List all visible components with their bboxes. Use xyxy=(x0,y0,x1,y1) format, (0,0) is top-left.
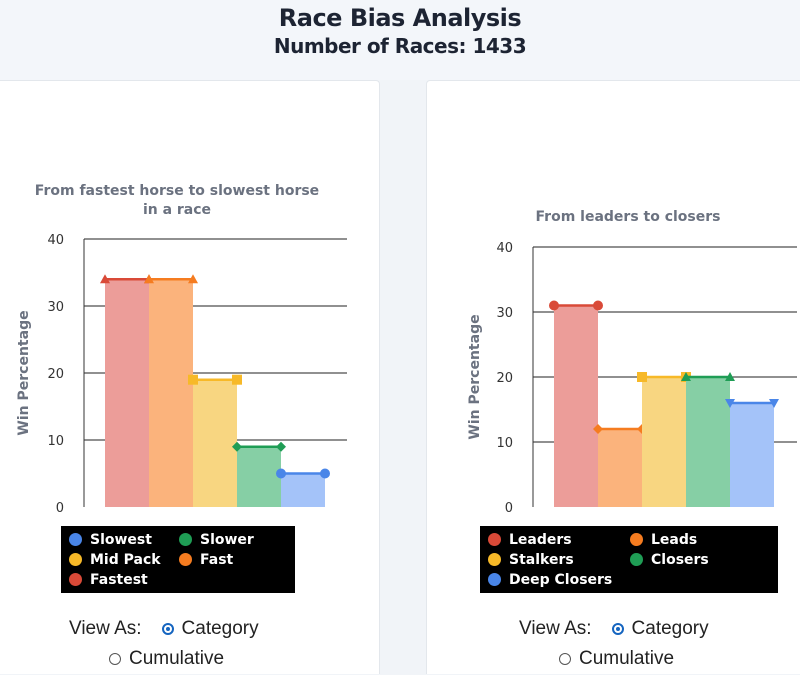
y-tick-label: 10 xyxy=(47,434,64,449)
y-axis-label: Win Percentage xyxy=(16,310,32,435)
page-header: Race Bias Analysis Number of Races: 1433 xyxy=(0,0,800,80)
legend-label: Leaders xyxy=(509,531,572,548)
bar-marker xyxy=(549,300,559,311)
legend-label: Stalkers xyxy=(509,551,574,568)
legend-dot-icon xyxy=(69,573,82,586)
legend-label: Closers xyxy=(651,551,709,568)
running-style-legend: Leaders Leads Stalkers Closers Deep Closers xyxy=(480,526,778,593)
cumulative-radio[interactable] xyxy=(559,653,571,665)
speed-view-as: View As: Category Cumulative xyxy=(69,614,259,674)
cumulative-radio[interactable] xyxy=(109,653,121,665)
bar-marker xyxy=(593,424,603,434)
bar-marker xyxy=(681,372,691,381)
race-count: Number of Races: 1433 xyxy=(273,34,527,58)
chart-title: in a race xyxy=(143,202,211,218)
legend-dot-icon xyxy=(488,573,501,586)
legend-label: Fastest xyxy=(90,571,148,588)
bar-marker xyxy=(593,300,603,311)
y-tick-label: 30 xyxy=(47,300,64,315)
y-tick-label: 20 xyxy=(47,367,64,382)
bar-deep-closers xyxy=(730,403,774,507)
legend-item: Deep Closers xyxy=(488,570,630,589)
category-radio[interactable] xyxy=(611,623,624,635)
bar-marker xyxy=(232,374,242,385)
legend-label: Slowest xyxy=(90,531,152,548)
legend-item: Slower xyxy=(179,530,289,549)
bar-fast xyxy=(149,279,193,507)
legend-label: Mid Pack xyxy=(90,551,161,568)
legend-item: Closers xyxy=(630,550,772,569)
y-tick-label: 0 xyxy=(56,501,64,516)
legend-label: Slower xyxy=(200,531,254,548)
bar-stalkers xyxy=(642,377,686,507)
legend-dot-icon xyxy=(488,533,501,546)
y-tick-label: 10 xyxy=(496,436,513,451)
legend-label: Leads xyxy=(651,531,698,548)
y-tick-label: 40 xyxy=(47,233,64,248)
y-axis-label: Win Percentage xyxy=(467,314,483,439)
view-as-label: View As: xyxy=(69,618,142,639)
legend-item: Fastest xyxy=(69,570,179,589)
bar-marker xyxy=(769,399,779,408)
bar-marker xyxy=(725,399,735,408)
bar-fastest xyxy=(105,279,149,507)
speed-bias-legend: Slowest Slower Mid Pack Fast Fastest xyxy=(61,526,295,593)
y-tick-label: 30 xyxy=(496,306,513,321)
bar-marker xyxy=(232,441,242,452)
legend-dot-icon xyxy=(69,553,82,566)
bar-marker xyxy=(188,374,198,385)
style-view-as: View As: Category Cumulative xyxy=(519,614,709,674)
bar-mid-pack xyxy=(193,379,237,507)
speed-bias-chart: From fastest horse to slowest horse in a … xyxy=(16,183,347,516)
legend-item: Leaders xyxy=(488,530,630,549)
running-style-chart: From leaders to closers 0 10 20 30 40 Win Perc… xyxy=(467,209,797,516)
bar-marker xyxy=(725,372,735,381)
bar-marker xyxy=(144,274,154,284)
y-tick-label: 20 xyxy=(496,371,513,386)
bar-leads xyxy=(598,429,642,507)
bar-marker xyxy=(637,372,647,382)
bar-closers xyxy=(686,377,730,507)
legend-label: Fast xyxy=(200,551,234,568)
bar-slower xyxy=(237,446,281,507)
page-title: Race Bias Analysis xyxy=(278,4,522,32)
legend-item: Slowest xyxy=(69,530,179,549)
legend-dot-icon xyxy=(488,553,501,566)
legend-item: Leads xyxy=(630,530,772,549)
bar-marker xyxy=(100,274,110,284)
legend-dot-icon xyxy=(69,533,82,546)
cumulative-label[interactable]: Cumulative xyxy=(129,648,225,669)
bar-marker xyxy=(276,441,286,452)
legend-item: Stalkers xyxy=(488,550,630,569)
category-label[interactable]: Category xyxy=(631,618,709,639)
bar-marker xyxy=(188,274,198,284)
legend-dot-icon xyxy=(630,553,643,566)
y-tick-label: 40 xyxy=(496,241,513,256)
cumulative-label[interactable]: Cumulative xyxy=(579,648,675,669)
bar-marker xyxy=(320,468,330,479)
chart-title: From fastest horse to slowest horse xyxy=(35,183,319,199)
view-as-label: View As: xyxy=(519,618,592,639)
category-label[interactable]: Category xyxy=(181,618,259,639)
bar-marker xyxy=(276,468,286,479)
legend-dot-icon xyxy=(179,533,192,546)
legend-dot-icon xyxy=(630,533,643,546)
legend-dot-icon xyxy=(179,553,192,566)
bar-leaders xyxy=(554,305,598,507)
legend-label: Deep Closers xyxy=(509,571,613,588)
chart-title: From leaders to closers xyxy=(536,209,721,225)
category-radio[interactable] xyxy=(161,623,174,635)
running-style-panel: From leaders to closers 0 10 20 30 40 Win Perc… xyxy=(426,80,800,674)
speed-bias-panel: From fastest horse to slowest horse in a … xyxy=(0,80,380,674)
legend-item: Fast xyxy=(179,550,289,569)
legend-item: Mid Pack xyxy=(69,550,179,569)
y-tick-label: 0 xyxy=(505,501,513,516)
bar-slowest xyxy=(281,473,325,507)
